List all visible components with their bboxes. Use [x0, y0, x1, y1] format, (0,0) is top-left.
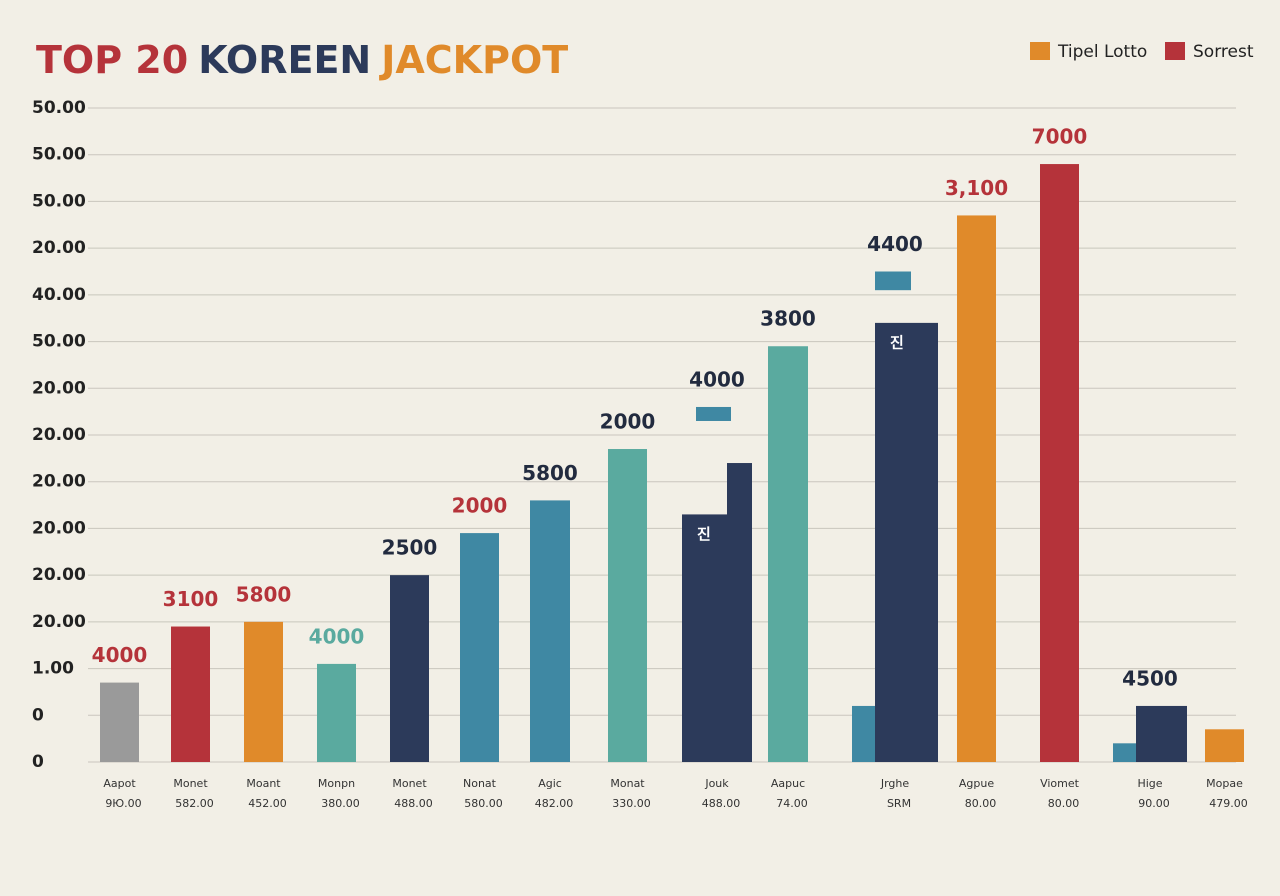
y-tick-label: 0 — [32, 752, 44, 772]
bar — [1136, 705, 1187, 762]
y-tick-label: 20.00 — [32, 238, 86, 258]
value-label: 5800 — [236, 582, 292, 606]
bar — [460, 533, 499, 762]
y-tick-label: 50.00 — [32, 145, 86, 165]
x-tick-label: Monat — [610, 777, 645, 790]
x-sub-label: 482.00 — [535, 797, 574, 810]
y-tick-label: 1.00 — [32, 659, 74, 679]
legend-swatch — [1165, 42, 1185, 60]
x-tick-label: Viomet — [1040, 777, 1080, 790]
bar — [244, 621, 283, 762]
value-label: 3100 — [163, 587, 219, 611]
y-tick-label: 40.00 — [32, 285, 86, 305]
x-sub-label: 90.00 — [1138, 797, 1170, 810]
x-tick-label: Monet — [173, 777, 208, 790]
x-tick-label: Moant — [246, 777, 281, 790]
legend-swatch — [1030, 42, 1050, 60]
bar — [390, 575, 429, 762]
bar-inner-label: 진 — [890, 333, 904, 351]
y-tick-label: 20.00 — [32, 518, 86, 538]
y-tick-label: 20.00 — [32, 612, 86, 632]
x-tick-label: Aapot — [103, 777, 136, 790]
y-tick-label: 20.00 — [32, 565, 86, 585]
x-tick-label: Mopae — [1206, 777, 1243, 790]
x-sub-label: 80.00 — [965, 797, 997, 810]
bar — [682, 514, 727, 762]
value-label: 4400 — [867, 232, 923, 256]
x-tick-label: Jouk — [704, 777, 729, 790]
x-sub-label: 582.00 — [175, 797, 214, 810]
x-tick-label: Hige — [1137, 777, 1162, 790]
value-label: 4000 — [92, 643, 148, 667]
bar — [1205, 729, 1244, 762]
bar — [100, 682, 139, 762]
bar — [530, 500, 570, 762]
x-sub-label: 488.00 — [394, 797, 433, 810]
y-tick-label: 0 — [32, 705, 44, 725]
value-label: 2500 — [382, 536, 438, 560]
value-label: 4000 — [689, 367, 745, 391]
bar — [875, 271, 911, 291]
value-label: 4500 — [1122, 666, 1178, 690]
value-label: 3800 — [760, 307, 816, 331]
bar — [852, 705, 875, 762]
y-tick-label: 20.00 — [32, 472, 86, 492]
x-tick-label: Agpue — [959, 777, 994, 790]
value-label: 5800 — [522, 461, 578, 485]
bar — [171, 626, 210, 762]
value-label: 3,100 — [945, 176, 1008, 200]
x-tick-label: Nonat — [463, 777, 497, 790]
bar — [768, 346, 808, 762]
x-sub-label: 452.00 — [248, 797, 287, 810]
y-tick-label: 50.00 — [32, 98, 86, 118]
y-tick-label: 20.00 — [32, 378, 86, 398]
x-tick-label: Jrghe — [880, 777, 910, 790]
bar — [1040, 164, 1079, 763]
bar — [1113, 743, 1136, 762]
x-tick-label: Agic — [538, 777, 562, 790]
x-sub-label: 479.00 — [1209, 797, 1248, 810]
bar — [875, 322, 938, 762]
x-sub-label: 74.00 — [776, 797, 808, 810]
x-sub-label: 580.00 — [464, 797, 503, 810]
chart-title: TOP 20 KOREEN JACKPOT — [36, 38, 568, 82]
x-tick-label: Monet — [392, 777, 427, 790]
bar-inner-label: 진 — [697, 525, 711, 543]
x-tick-label: Monpn — [318, 777, 355, 790]
bar — [608, 449, 647, 762]
value-label: 4000 — [309, 624, 365, 648]
title-part: TOP 20 — [36, 38, 188, 82]
x-sub-label: 80.00 — [1048, 797, 1080, 810]
value-label: 2000 — [452, 494, 508, 518]
title-part: JACKPOT — [378, 38, 568, 82]
value-label: 7000 — [1032, 125, 1088, 149]
title-part: KOREEN — [198, 38, 371, 82]
x-sub-label: SRM — [887, 797, 911, 810]
x-tick-label: Aapuc — [771, 777, 805, 790]
y-tick-label: 50.00 — [32, 191, 86, 211]
bar — [957, 215, 996, 762]
x-sub-label: 488.00 — [702, 797, 741, 810]
bar — [317, 663, 356, 762]
value-label: 2000 — [600, 410, 656, 434]
y-tick-label: 20.00 — [32, 425, 86, 445]
x-sub-label: 380.00 — [321, 797, 360, 810]
bar — [696, 406, 731, 421]
y-tick-label: 50.00 — [32, 332, 86, 352]
legend-label: Tipel Lotto — [1057, 42, 1147, 62]
x-sub-label: 330.00 — [612, 797, 651, 810]
x-sub-label: 9Ю.00 — [105, 797, 141, 810]
bar — [727, 463, 752, 762]
legend-label: Sorrest — [1193, 42, 1254, 62]
